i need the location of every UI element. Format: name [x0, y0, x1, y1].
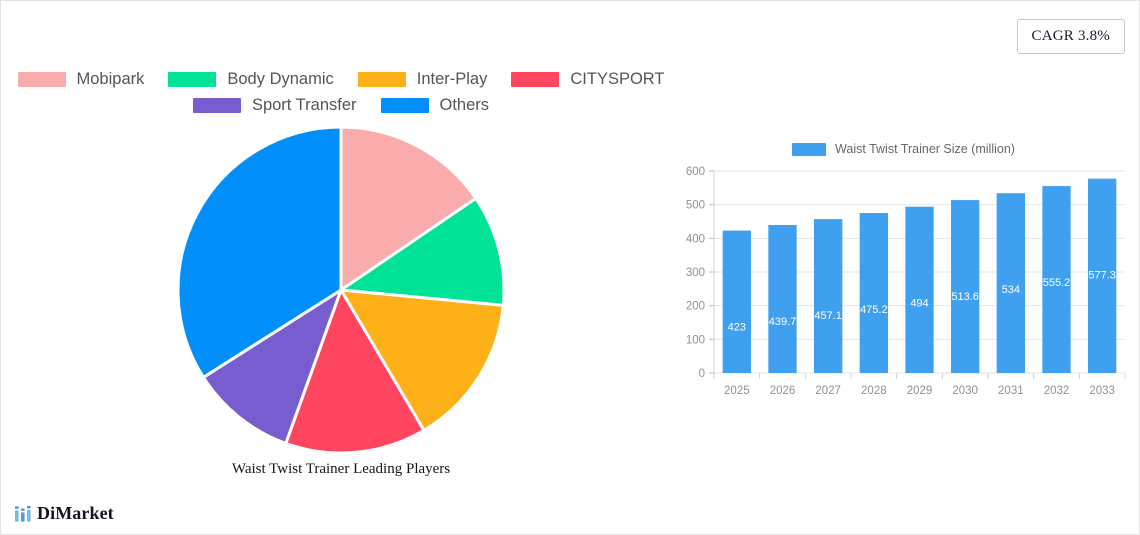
pie-chart-caption: Waist Twist Trainer Leading Players — [231, 461, 451, 477]
footer-logo: DiMarket — [15, 503, 114, 524]
x-axis-tick-label: 2031 — [998, 385, 1024, 397]
legend-swatch-others — [380, 98, 429, 113]
bar-value-label: 439.7 — [769, 316, 797, 328]
bar[interactable] — [814, 219, 843, 373]
bar-legend: Waist Twist Trainer Size (million) — [676, 139, 1131, 159]
bar-chart-x-axis-labels: 2025 2026 2027 2028 2029 2030 2031 2032 2033 — [713, 373, 1126, 397]
legend-item-citysport[interactable]: CITYSPORT — [511, 70, 665, 89]
x-axis-tick-label: 2028 — [861, 385, 887, 397]
pie-chart-svg — [176, 125, 506, 455]
legend-label-others: Others — [439, 96, 490, 114]
bar[interactable] — [1042, 186, 1071, 373]
legend-swatch-waist-twist-trainer-size — [792, 142, 827, 156]
bar[interactable] — [768, 224, 797, 373]
bar-value-label: 475.2 — [860, 304, 888, 316]
bar-value-label: 555.2 — [1043, 277, 1071, 289]
bar-chart-svg: 0 100 200 300 400 500 600 423 439.7 457.1 475.2 49… — [686, 166, 1126, 397]
pie-slice[interactable] — [339, 196, 506, 307]
bar[interactable] — [859, 213, 888, 373]
legend-item-sport-transfer[interactable]: Sport Transfer — [192, 96, 357, 115]
pie-legend-row-1: Mobipark Body Dynamic Inter-Play CITYSPO… — [11, 70, 671, 89]
pie-legend-row-2: Sport Transfer Others — [11, 96, 671, 115]
bar-value-label: 513.6 — [951, 291, 979, 303]
legend-label-citysport: CITYSPORT — [570, 70, 665, 88]
legend-item-others[interactable]: Others — [380, 96, 490, 115]
pie-slice[interactable] — [201, 288, 343, 445]
bar-chart-y-axis-labels: 0 100 200 300 400 500 600 — [686, 166, 705, 380]
pie-slice[interactable] — [339, 125, 478, 292]
legend-label-sport-transfer: Sport Transfer — [251, 96, 357, 114]
x-axis-tick-label: 2027 — [815, 385, 841, 397]
x-axis-tick-label: 2025 — [724, 385, 750, 397]
bar-chart-bars — [722, 178, 1117, 373]
pie-slice[interactable] — [339, 288, 505, 432]
bar-value-label: 577.3 — [1088, 270, 1116, 282]
legend-swatch-mobipark — [17, 72, 66, 87]
legend-label-inter-play: Inter-Play — [416, 70, 488, 88]
legend-swatch-citysport — [511, 72, 560, 87]
pie-chart — [176, 125, 506, 455]
x-axis-tick-label: 2030 — [952, 385, 978, 397]
y-axis-tick-label: 0 — [699, 368, 705, 380]
bar-value-label: 494 — [910, 298, 928, 310]
legend-swatch-body-dynamic — [168, 72, 217, 87]
y-axis-tick-label: 200 — [686, 301, 705, 313]
cagr-badge: CAGR 3.8% — [1016, 19, 1125, 54]
pie-slices — [176, 125, 506, 455]
bar-chart-value-labels: 423 439.7 457.1 475.2 494 513.6 534 555.2 577.3 — [728, 270, 1116, 334]
bar-value-label: 423 — [728, 322, 746, 334]
x-axis-tick-label: 2026 — [770, 385, 796, 397]
legend-label-waist-twist-trainer-size: Waist Twist Trainer Size (million) — [835, 142, 1015, 156]
legend-item-waist-twist-trainer-size[interactable]: Waist Twist Trainer Size (million) — [792, 142, 1015, 156]
pie-chart-panel: Mobipark Body Dynamic Inter-Play CITYSPO… — [1, 56, 681, 486]
pie-slice[interactable] — [284, 288, 426, 455]
y-axis-tick-label: 400 — [686, 233, 705, 245]
bar[interactable] — [996, 193, 1025, 373]
legend-swatch-sport-transfer — [192, 98, 241, 113]
y-axis-tick-label: 600 — [686, 166, 705, 178]
x-axis-tick-label: 2029 — [907, 385, 933, 397]
legend-item-body-dynamic[interactable]: Body Dynamic — [168, 70, 334, 89]
bar[interactable] — [951, 200, 980, 373]
legend-item-mobipark[interactable]: Mobipark — [17, 70, 145, 89]
bar[interactable] — [905, 206, 934, 373]
bar-chart-panel: Waist Twist Trainer Size (million) 0 100 2… — [676, 139, 1131, 414]
legend-item-inter-play[interactable]: Inter-Play — [357, 70, 488, 89]
bar[interactable] — [1088, 178, 1117, 373]
bar-value-label: 534 — [1002, 284, 1020, 296]
bar-chart-icon — [15, 505, 31, 522]
y-axis-tick-label: 500 — [686, 200, 705, 212]
pie-slice[interactable] — [176, 125, 343, 379]
legend-label-body-dynamic: Body Dynamic — [227, 70, 334, 88]
bar-value-label: 457.1 — [814, 310, 842, 322]
y-axis-tick-label: 100 — [686, 334, 705, 346]
x-axis-tick-label: 2032 — [1044, 385, 1070, 397]
legend-swatch-inter-play — [357, 72, 406, 87]
legend-label-mobipark: Mobipark — [76, 70, 145, 88]
y-axis-tick-label: 300 — [686, 267, 705, 279]
bar[interactable] — [722, 230, 751, 373]
x-axis-tick-label: 2033 — [1089, 385, 1115, 397]
pie-legend: Mobipark Body Dynamic Inter-Play CITYSPO… — [11, 56, 671, 115]
logo-text: DiMarket — [37, 503, 114, 523]
